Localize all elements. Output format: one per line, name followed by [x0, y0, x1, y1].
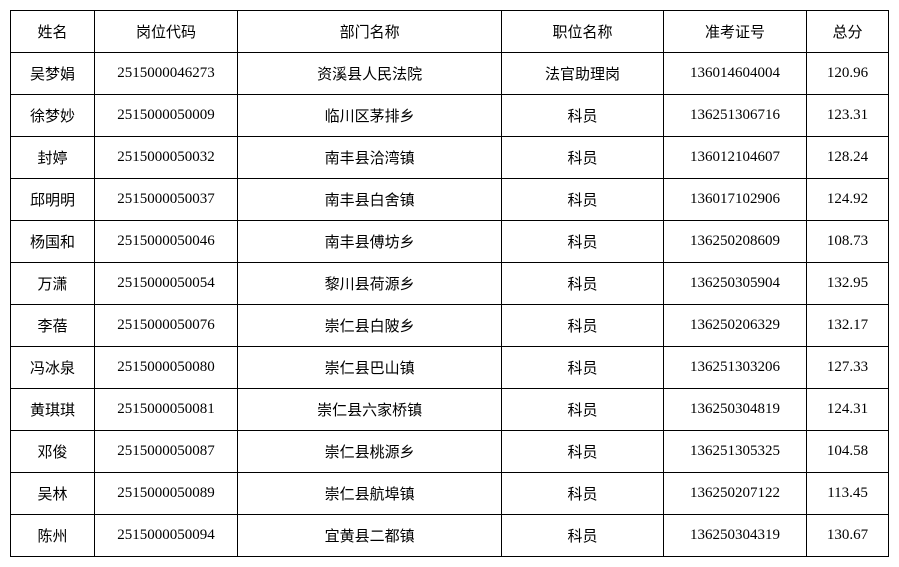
cell-position: 科员 — [502, 515, 664, 557]
cell-code: 2515000050032 — [94, 137, 237, 179]
header-examno: 准考证号 — [663, 11, 806, 53]
header-score: 总分 — [807, 11, 889, 53]
cell-position: 科员 — [502, 221, 664, 263]
cell-score: 120.96 — [807, 53, 889, 95]
cell-score: 130.67 — [807, 515, 889, 557]
header-position: 职位名称 — [502, 11, 664, 53]
header-code: 岗位代码 — [94, 11, 237, 53]
cell-position: 科员 — [502, 95, 664, 137]
cell-position: 科员 — [502, 263, 664, 305]
cell-score: 123.31 — [807, 95, 889, 137]
cell-code: 2515000050081 — [94, 389, 237, 431]
table-row: 万潇 2515000050054 黎川县荷源乡 科员 136250305904 … — [11, 263, 889, 305]
cell-examno: 136014604004 — [663, 53, 806, 95]
cell-score: 127.33 — [807, 347, 889, 389]
header-name: 姓名 — [11, 11, 95, 53]
cell-name: 杨国和 — [11, 221, 95, 263]
cell-score: 128.24 — [807, 137, 889, 179]
cell-position: 科员 — [502, 347, 664, 389]
cell-dept: 南丰县白舍镇 — [238, 179, 502, 221]
cell-dept: 资溪县人民法院 — [238, 53, 502, 95]
cell-examno: 136250208609 — [663, 221, 806, 263]
cell-examno: 136250305904 — [663, 263, 806, 305]
cell-dept: 南丰县傅坊乡 — [238, 221, 502, 263]
table-row: 杨国和 2515000050046 南丰县傅坊乡 科员 136250208609… — [11, 221, 889, 263]
cell-dept: 临川区茅排乡 — [238, 95, 502, 137]
cell-score: 124.31 — [807, 389, 889, 431]
cell-code: 2515000050094 — [94, 515, 237, 557]
cell-score: 104.58 — [807, 431, 889, 473]
cell-code: 2515000050076 — [94, 305, 237, 347]
header-dept: 部门名称 — [238, 11, 502, 53]
cell-name: 封婷 — [11, 137, 95, 179]
cell-code: 2515000050037 — [94, 179, 237, 221]
table-row: 吴梦娟 2515000046273 资溪县人民法院 法官助理岗 13601460… — [11, 53, 889, 95]
cell-code: 2515000050089 — [94, 473, 237, 515]
table-row: 徐梦妙 2515000050009 临川区茅排乡 科员 136251306716… — [11, 95, 889, 137]
cell-examno: 136250206329 — [663, 305, 806, 347]
cell-position: 科员 — [502, 137, 664, 179]
cell-name: 冯冰泉 — [11, 347, 95, 389]
cell-position: 科员 — [502, 179, 664, 221]
cell-name: 邱明明 — [11, 179, 95, 221]
cell-examno: 136012104607 — [663, 137, 806, 179]
exam-results-table: 姓名 岗位代码 部门名称 职位名称 准考证号 总分 吴梦娟 2515000046… — [10, 10, 889, 557]
table-body: 吴梦娟 2515000046273 资溪县人民法院 法官助理岗 13601460… — [11, 53, 889, 557]
cell-dept: 宜黄县二都镇 — [238, 515, 502, 557]
table-row: 邱明明 2515000050037 南丰县白舍镇 科员 136017102906… — [11, 179, 889, 221]
cell-code: 2515000050080 — [94, 347, 237, 389]
cell-examno: 136251303206 — [663, 347, 806, 389]
cell-name: 徐梦妙 — [11, 95, 95, 137]
cell-position: 科员 — [502, 305, 664, 347]
cell-score: 113.45 — [807, 473, 889, 515]
cell-name: 黄琪琪 — [11, 389, 95, 431]
table-row: 黄琪琪 2515000050081 崇仁县六家桥镇 科员 13625030481… — [11, 389, 889, 431]
cell-score: 132.17 — [807, 305, 889, 347]
cell-code: 2515000050087 — [94, 431, 237, 473]
cell-code: 2515000050009 — [94, 95, 237, 137]
cell-examno: 136251306716 — [663, 95, 806, 137]
cell-name: 李蓓 — [11, 305, 95, 347]
cell-examno: 136250304819 — [663, 389, 806, 431]
cell-score: 132.95 — [807, 263, 889, 305]
cell-dept: 崇仁县航埠镇 — [238, 473, 502, 515]
cell-position: 科员 — [502, 431, 664, 473]
cell-examno: 136251305325 — [663, 431, 806, 473]
cell-position: 法官助理岗 — [502, 53, 664, 95]
cell-examno: 136250304319 — [663, 515, 806, 557]
table-row: 冯冰泉 2515000050080 崇仁县巴山镇 科员 136251303206… — [11, 347, 889, 389]
cell-name: 吴梦娟 — [11, 53, 95, 95]
cell-name: 邓俊 — [11, 431, 95, 473]
cell-score: 108.73 — [807, 221, 889, 263]
cell-score: 124.92 — [807, 179, 889, 221]
cell-dept: 崇仁县白陂乡 — [238, 305, 502, 347]
table-header-row: 姓名 岗位代码 部门名称 职位名称 准考证号 总分 — [11, 11, 889, 53]
table-row: 封婷 2515000050032 南丰县洽湾镇 科员 136012104607 … — [11, 137, 889, 179]
cell-examno: 136017102906 — [663, 179, 806, 221]
table-row: 邓俊 2515000050087 崇仁县桃源乡 科员 136251305325 … — [11, 431, 889, 473]
cell-code: 2515000046273 — [94, 53, 237, 95]
cell-position: 科员 — [502, 473, 664, 515]
cell-dept: 南丰县洽湾镇 — [238, 137, 502, 179]
cell-code: 2515000050054 — [94, 263, 237, 305]
cell-name: 万潇 — [11, 263, 95, 305]
cell-dept: 崇仁县六家桥镇 — [238, 389, 502, 431]
table-row: 李蓓 2515000050076 崇仁县白陂乡 科员 136250206329 … — [11, 305, 889, 347]
cell-dept: 黎川县荷源乡 — [238, 263, 502, 305]
table-row: 陈州 2515000050094 宜黄县二都镇 科员 136250304319 … — [11, 515, 889, 557]
cell-examno: 136250207122 — [663, 473, 806, 515]
cell-position: 科员 — [502, 389, 664, 431]
cell-name: 陈州 — [11, 515, 95, 557]
table-row: 吴林 2515000050089 崇仁县航埠镇 科员 136250207122 … — [11, 473, 889, 515]
cell-code: 2515000050046 — [94, 221, 237, 263]
cell-dept: 崇仁县巴山镇 — [238, 347, 502, 389]
cell-name: 吴林 — [11, 473, 95, 515]
cell-dept: 崇仁县桃源乡 — [238, 431, 502, 473]
